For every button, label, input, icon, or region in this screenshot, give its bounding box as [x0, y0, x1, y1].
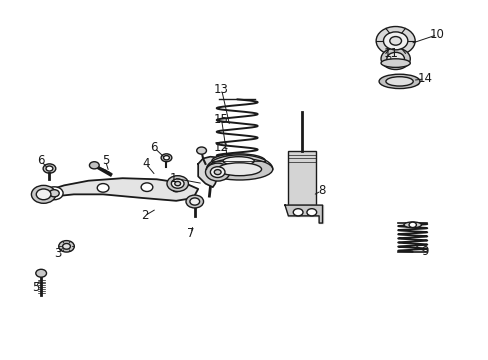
Circle shape	[46, 166, 53, 171]
Polygon shape	[37, 178, 198, 201]
Circle shape	[141, 183, 153, 192]
Text: 5: 5	[102, 154, 109, 167]
Text: 6: 6	[150, 141, 158, 154]
Text: 10: 10	[429, 28, 444, 41]
Circle shape	[293, 209, 303, 216]
Circle shape	[386, 52, 404, 65]
Text: 8: 8	[317, 184, 325, 197]
Circle shape	[306, 209, 316, 216]
FancyBboxPatch shape	[288, 151, 315, 205]
Text: 9: 9	[420, 245, 428, 258]
Text: 4: 4	[142, 157, 149, 170]
Circle shape	[97, 184, 109, 192]
Circle shape	[31, 185, 56, 203]
Text: 2: 2	[141, 210, 148, 222]
Circle shape	[185, 195, 203, 208]
Ellipse shape	[217, 163, 261, 176]
Circle shape	[171, 179, 183, 188]
Circle shape	[36, 269, 46, 277]
Circle shape	[62, 243, 70, 249]
Circle shape	[36, 189, 51, 200]
Polygon shape	[285, 205, 322, 223]
Circle shape	[210, 167, 224, 177]
Circle shape	[43, 164, 56, 173]
Circle shape	[59, 240, 74, 252]
Circle shape	[189, 198, 199, 205]
Text: 1: 1	[170, 172, 177, 185]
Circle shape	[45, 187, 63, 200]
Ellipse shape	[206, 158, 272, 180]
Ellipse shape	[378, 74, 419, 89]
Circle shape	[214, 170, 221, 175]
Ellipse shape	[211, 154, 265, 168]
Polygon shape	[198, 157, 224, 187]
Circle shape	[49, 190, 59, 197]
Text: 14: 14	[417, 72, 431, 85]
Circle shape	[89, 162, 99, 169]
Circle shape	[375, 27, 414, 55]
Circle shape	[161, 154, 171, 162]
Text: 7: 7	[187, 226, 194, 239]
FancyBboxPatch shape	[380, 78, 417, 84]
Circle shape	[380, 48, 409, 69]
Ellipse shape	[385, 77, 412, 86]
Text: 3: 3	[55, 247, 62, 260]
Circle shape	[389, 37, 401, 45]
Circle shape	[205, 163, 229, 181]
Text: 5: 5	[32, 281, 40, 294]
Circle shape	[163, 156, 169, 160]
Circle shape	[172, 186, 180, 192]
Circle shape	[408, 222, 415, 228]
Text: 6: 6	[38, 154, 45, 167]
Text: 15: 15	[214, 113, 228, 126]
Text: 11: 11	[383, 47, 397, 60]
Ellipse shape	[380, 59, 409, 67]
Text: 12: 12	[214, 140, 228, 153]
Circle shape	[174, 181, 180, 186]
Ellipse shape	[223, 157, 254, 165]
Circle shape	[166, 176, 188, 192]
Text: 13: 13	[214, 83, 228, 96]
Ellipse shape	[403, 222, 421, 228]
Circle shape	[383, 32, 407, 50]
Circle shape	[196, 147, 206, 154]
